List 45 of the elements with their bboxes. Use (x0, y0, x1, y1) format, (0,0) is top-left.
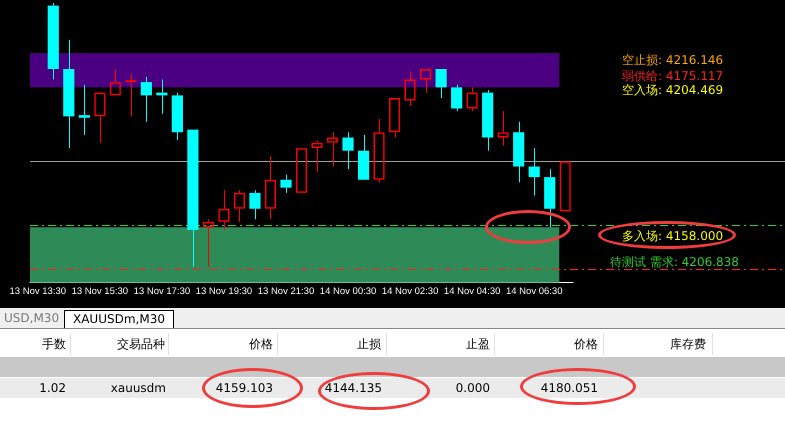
text: xauusdm (110, 380, 166, 397)
text: 空入场: 4204.469 (622, 82, 724, 99)
text: 多入场: 4158.000 (622, 228, 724, 245)
x-tick-label: 14 Nov 06:30 (506, 286, 562, 297)
candlestick (342, 132, 354, 170)
text: 1.02 (39, 380, 66, 397)
x-tick-label: 14 Nov 02:30 (382, 286, 438, 297)
candlestick (528, 148, 540, 196)
text: 待测试 需求: 4206.838 (610, 254, 739, 271)
x-tick-label: 13 Nov 21:30 (258, 286, 314, 297)
candlestick (48, 2, 59, 80)
candlestick (140, 76, 152, 122)
text: USD,M30 (3, 310, 60, 327)
text: 交易品种 (117, 336, 165, 353)
text: 价格 (574, 336, 598, 353)
text: 4159.103 (216, 380, 273, 397)
text: 止损 (357, 336, 381, 353)
candlestick (280, 174, 292, 194)
text: XAUUSDm,M30 (64, 310, 174, 328)
candlestick (513, 121, 524, 183)
text: 库存费 (670, 336, 706, 353)
candlestick (172, 92, 183, 141)
candlestick (544, 168, 556, 228)
candlestick (78, 84, 90, 136)
candlestick (156, 78, 168, 114)
candlestick (358, 134, 370, 180)
text: 价格 (249, 336, 273, 353)
x-tick-label: 13 Nov 13:30 (10, 286, 66, 297)
text: 手数 (42, 336, 66, 353)
candlestick (249, 190, 261, 220)
text: 4144.135 (324, 380, 382, 397)
x-tick-label: 13 Nov 19:30 (196, 286, 252, 297)
text: 0.000 (456, 380, 490, 397)
candlestick (63, 39, 74, 149)
candlestick (451, 84, 462, 112)
candlestick (482, 90, 494, 152)
text: 止盈 (466, 336, 490, 353)
candlestick (187, 130, 198, 268)
x-tick-label: 14 Nov 00:30 (320, 286, 376, 297)
x-tick-label: 13 Nov 15:30 (72, 286, 128, 297)
x-tick-label: 14 Nov 04:30 (444, 286, 500, 297)
text: 空止损: 4216.146 (622, 52, 724, 69)
text: 4180.051 (540, 380, 598, 397)
x-tick-label: 13 Nov 17:30 (134, 286, 190, 297)
text: 弱供给: 4175.117 (622, 68, 724, 84)
